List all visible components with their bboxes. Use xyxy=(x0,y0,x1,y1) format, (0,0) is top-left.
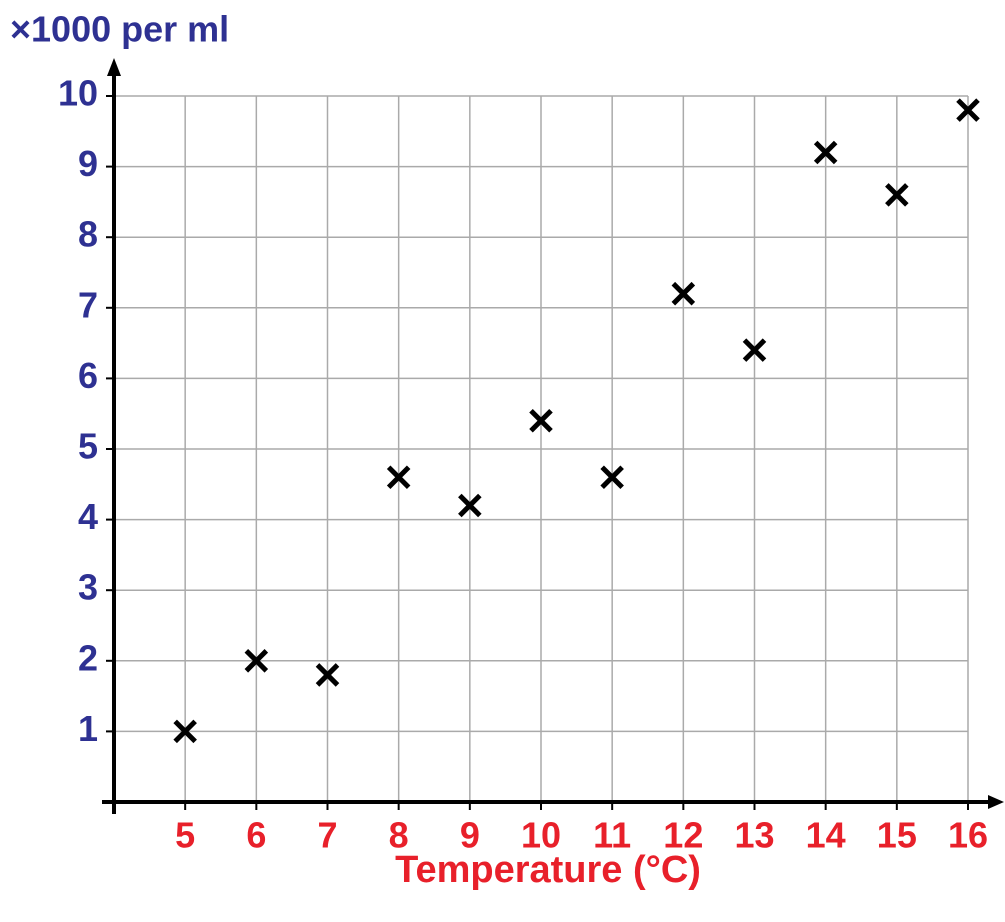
y-tick-label: 7 xyxy=(78,284,98,325)
marker xyxy=(885,183,909,207)
marker xyxy=(813,140,838,165)
y-tick-label: 9 xyxy=(78,143,98,184)
x-tick-label: 10 xyxy=(521,815,561,856)
y-tick-label: 4 xyxy=(78,496,98,537)
y-axis-label: ×1000 per ml xyxy=(10,9,229,50)
y-tick-label: 3 xyxy=(78,567,98,608)
x-tick-label: 8 xyxy=(389,815,409,856)
y-tick-label: 2 xyxy=(78,637,98,678)
marker xyxy=(529,408,553,433)
x-tick-label: 13 xyxy=(734,815,774,856)
marker xyxy=(742,338,767,362)
marker xyxy=(956,98,980,122)
marker xyxy=(600,465,624,490)
x-tick-label: 9 xyxy=(460,815,480,856)
x-tick-label: 6 xyxy=(246,815,266,856)
x-tick-label: 16 xyxy=(948,815,988,856)
marker xyxy=(671,281,696,306)
y-axis-arrow xyxy=(107,58,121,76)
marker xyxy=(458,493,482,518)
x-tick-label: 15 xyxy=(877,815,917,856)
y-tick-label: 5 xyxy=(78,426,98,467)
x-tick-label: 11 xyxy=(593,815,631,856)
x-axis-arrow xyxy=(988,795,1004,809)
x-tick-label: 14 xyxy=(806,815,846,856)
y-tick-label: 6 xyxy=(78,355,98,396)
marker xyxy=(173,719,197,744)
x-tick-label: 5 xyxy=(175,815,195,856)
y-tick-label: 1 xyxy=(78,708,98,749)
marker xyxy=(386,465,411,490)
marker xyxy=(315,663,340,687)
x-axis-label: Temperature (°C) xyxy=(395,849,701,891)
y-tick-label: 8 xyxy=(78,214,98,255)
x-tick-label: 7 xyxy=(317,815,337,856)
y-tick-label: 10 xyxy=(58,73,98,114)
x-tick-label: 12 xyxy=(663,815,703,856)
marker xyxy=(244,649,269,673)
